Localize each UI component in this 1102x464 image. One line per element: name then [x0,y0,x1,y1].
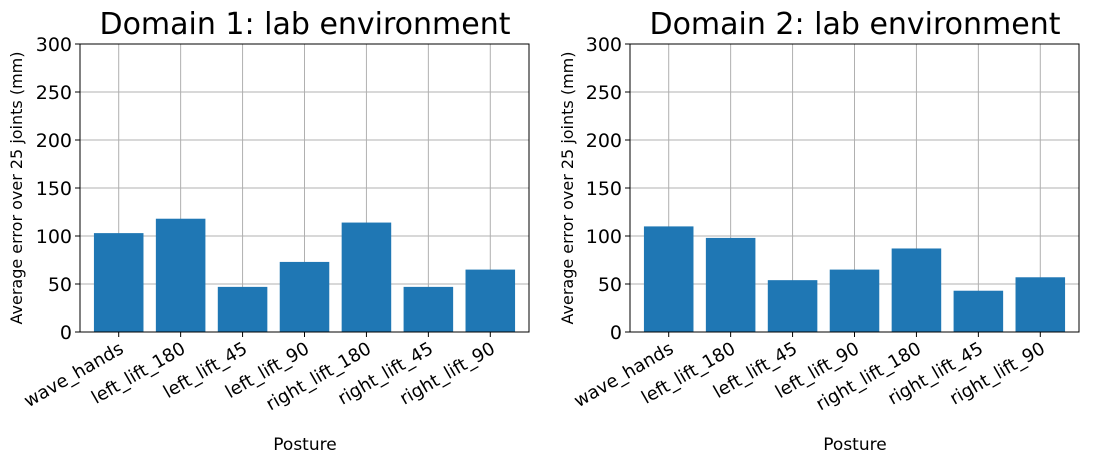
y-tick-label: 150 [36,178,72,200]
bar-wave_hands [643,226,694,332]
y-tick-label: 300 [36,34,72,56]
y-tick-label: 300 [586,34,622,56]
bar-left_lift_45 [217,286,268,332]
y-tick-label: 50 [598,274,622,296]
bar-right_lift_45 [403,286,454,332]
y-tick-label: 250 [36,82,72,104]
bar-right_lift_45 [953,290,1004,332]
bar-left_lift_180 [155,218,206,332]
bar-wave_hands [93,233,144,332]
bar-right_lift_90 [1015,277,1066,332]
y-tick-label: 200 [586,130,622,152]
y-tick-label: 150 [586,178,622,200]
bar-left_lift_90 [279,261,330,332]
y-tick-label: 100 [586,226,622,248]
y-tick-label: 0 [610,322,622,344]
chart-1: Domain 1: lab environment 0 50 100 150 200 25… [7,7,530,455]
x-axis-label: Posture [823,435,886,455]
y-ticks: 0 50 100 150 200 250 300 [36,34,80,344]
y-tick-label: 0 [60,322,72,344]
bar-right_lift_180 [341,222,392,332]
y-axis-label: Average error over 25 joints (mm) [558,52,577,325]
y-tick-label: 50 [48,274,72,296]
bar-left_lift_45 [767,280,818,332]
y-tick-label: 200 [36,130,72,152]
chart-title: Domain 2: lab environment [649,7,1060,42]
bar-right_lift_90 [465,269,516,332]
y-tick-label: 250 [586,82,622,104]
x-axis-label: Posture [273,435,336,455]
bar-right_lift_180 [891,248,942,332]
bar-left_lift_180 [705,237,756,332]
x-ticks: wave_handsleft_lift_180left_lift_45left_… [20,332,499,415]
y-ticks: 0 50 100 150 200 250 300 [586,34,630,344]
chart-title: Domain 1: lab environment [99,7,510,42]
bar-left_lift_90 [829,269,880,332]
bars [643,226,1066,332]
x-ticks: wave_handsleft_lift_180left_lift_45left_… [570,332,1049,415]
y-tick-label: 100 [36,226,72,248]
bars [93,218,516,332]
chart-2: Domain 2: lab environment 0 50 100 150 200 25… [558,7,1080,455]
y-axis-label: Average error over 25 joints (mm) [7,52,26,325]
